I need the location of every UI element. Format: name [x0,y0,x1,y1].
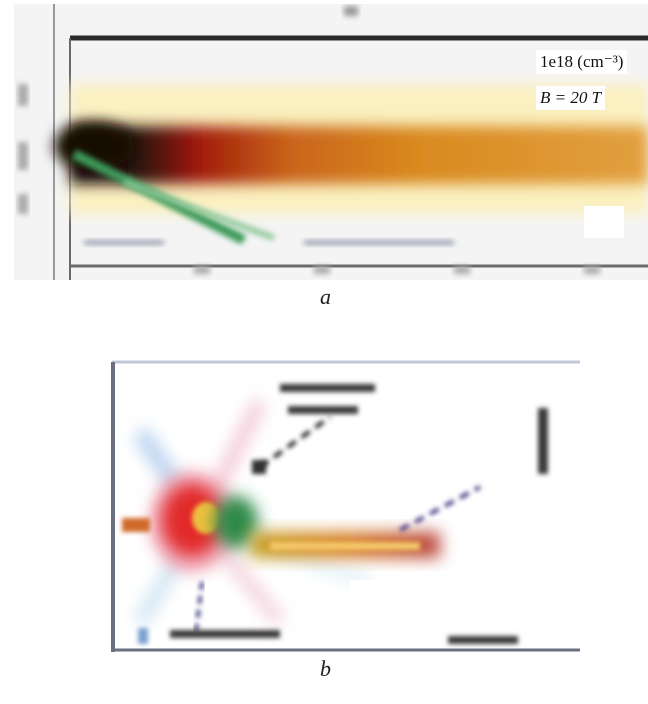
panel-b-marker [138,628,148,644]
field-label: B = 20 T [536,86,606,110]
caption-b: b [320,656,331,681]
panel-b-leader-2 [399,485,481,532]
panel-a-legend [84,240,454,245]
panel-b-plot [110,322,580,652]
panel-b-marker [252,460,266,474]
panel-a-plot [14,4,648,280]
panel-b-yellow-core [192,502,220,534]
panel-a-top-tick [344,6,358,16]
panel-a-white-box [584,206,624,238]
field-label-text: B = 20 T [540,88,602,107]
panel-a-tick [314,266,330,274]
panel-a-left-ticks [18,84,28,214]
caption-a: a [320,284,331,309]
panel-b-red-core [162,484,222,556]
panel-b-white-box [350,580,400,622]
panel-b [110,322,580,652]
panel-b-leader-1 [258,415,332,469]
panel-b-tail-highlight [270,542,420,550]
panel-a-tick [194,266,210,274]
panel-b-left-marker [122,518,150,532]
density-label: 1e18 (cm⁻³) [536,50,628,74]
panel-b-green-blob [214,496,258,548]
panel-b-annotations [170,384,548,644]
panel-a-main-band [70,126,648,184]
panel-a-tick [454,266,470,274]
panel-a: 1e18 (cm⁻³) B = 20 T [14,4,648,280]
panel-a-tick [584,266,600,274]
